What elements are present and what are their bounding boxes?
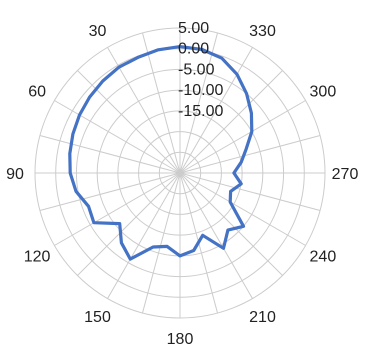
grid-spoke xyxy=(179,172,283,276)
grid-spoke xyxy=(179,134,321,174)
angle-tick-label: 240 xyxy=(310,249,337,266)
radial-tick-label: 0.00 xyxy=(178,41,209,58)
grid-spoke xyxy=(141,32,181,174)
grid-spoke xyxy=(107,172,181,299)
grid-spoke xyxy=(179,172,306,246)
radial-tick-label: -10.00 xyxy=(178,82,223,99)
grid-spoke xyxy=(77,172,181,276)
radial-tick-label: -5.00 xyxy=(178,61,215,78)
angle-tick-label: 90 xyxy=(6,166,24,183)
grid-spoke xyxy=(179,172,321,212)
grid-spoke xyxy=(39,172,181,212)
grid-spoke xyxy=(179,100,306,174)
series-line xyxy=(68,45,254,261)
angle-tick-label: 270 xyxy=(332,166,359,183)
grid-spoke xyxy=(54,172,181,246)
grid-spoke xyxy=(54,100,181,174)
grid-spoke xyxy=(179,32,219,174)
radial-tick-label: -15.00 xyxy=(178,103,223,120)
series-layer xyxy=(68,45,254,261)
angle-tick-labels: 30 60 90 120 150 180 210 240 270 300 330 xyxy=(6,23,358,346)
angle-tick-label: 150 xyxy=(84,309,111,326)
radial-tick-labels: 5.00 0.00 -5.00 -10.00 -15.00 xyxy=(178,20,223,120)
angle-tick-label: 210 xyxy=(249,309,276,326)
grid-spoke xyxy=(141,172,181,314)
grid-spoke xyxy=(179,70,283,174)
angle-tick-label: 180 xyxy=(167,331,194,346)
angle-tick-label: 60 xyxy=(28,84,46,101)
angle-tick-label: 300 xyxy=(310,84,337,101)
grid-spoke xyxy=(77,70,181,174)
angle-tick-label: 30 xyxy=(89,23,107,40)
angle-tick-label: 120 xyxy=(24,249,51,266)
grid-spoke xyxy=(179,47,253,174)
grid-spoke xyxy=(39,134,181,174)
angle-tick-label: 330 xyxy=(249,23,276,40)
grid-spoke xyxy=(179,172,253,299)
radial-tick-label: 5.00 xyxy=(178,20,209,37)
